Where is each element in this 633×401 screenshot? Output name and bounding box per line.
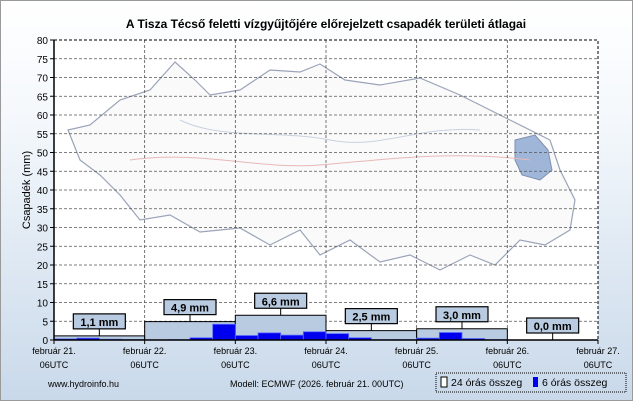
bar-6h <box>302 331 327 341</box>
data-label-box <box>72 313 126 330</box>
y-tick-label: 5 <box>42 317 48 328</box>
x-tick-date: február 26. <box>486 346 530 356</box>
y-tick-label: 75 <box>37 55 49 66</box>
data-label: 4,9 mm <box>171 303 209 315</box>
x-tick-date: február 27. <box>576 346 620 356</box>
y-tick-label: 70 <box>37 74 49 85</box>
y-tick-label: 45 <box>37 167 49 178</box>
y-tick-label: 15 <box>37 280 49 291</box>
x-tick-date: február 24. <box>304 346 348 356</box>
data-label: 0,0 mm <box>534 321 572 333</box>
bar-6h <box>257 332 282 341</box>
data-label: 6,6 mm <box>262 296 300 308</box>
x-tick-date: február 21. <box>32 346 76 356</box>
source-link[interactable]: www.hydroinfo.hu <box>47 379 119 389</box>
x-tick-time: 06UTC <box>221 360 250 370</box>
x-tick-time: 06UTC <box>584 360 613 370</box>
data-label-box <box>344 308 398 325</box>
y-tick-label: 30 <box>37 224 49 235</box>
y-tick-label: 35 <box>37 205 49 216</box>
data-label-box <box>526 317 580 334</box>
x-tick-time: 06UTC <box>312 360 341 370</box>
legend-label-6h: 6 órás összeg <box>542 377 608 389</box>
x-ticks: február 21. 06UTC február 22. 06UTC február … <box>32 340 620 370</box>
x-tick-time: 06UTC <box>130 360 159 370</box>
y-tick-label: 60 <box>37 111 49 122</box>
x-tick-time: 06UTC <box>493 360 522 370</box>
x-tick-time: 06UTC <box>40 360 69 370</box>
y-tick-label: 50 <box>37 149 49 160</box>
legend-label-24h: 24 órás összeg <box>451 377 522 389</box>
data-label: 1,1 mm <box>80 317 118 329</box>
basin-map-background <box>67 61 576 271</box>
y-tick-label: 25 <box>37 242 49 253</box>
legend-swatch-6h <box>533 377 538 387</box>
x-tick-date: február 25. <box>395 346 439 356</box>
x-tick-date: február 23. <box>214 346 258 356</box>
data-labels: 1,1 mm 4,9 mm 6,6 mm 2,5 mm 3,0 mm 0,0 mm <box>72 292 580 340</box>
legend: 24 órás összeg 6 órás összeg <box>435 372 627 393</box>
y-ticks: 0 5 10 15 20 25 30 35 40 45 50 55 60 65 70 75 80 <box>37 36 54 347</box>
y-tick-label: 10 <box>37 299 49 310</box>
x-tick-time: 06UTC <box>402 360 431 370</box>
y-tick-label: 40 <box>37 186 49 197</box>
x-tick-date: február 22. <box>123 346 167 356</box>
model-info: Modell: ECMWF (2026. február 21. 00UTC) <box>230 379 404 389</box>
data-label: 2,5 mm <box>352 312 390 324</box>
y-tick-label: 65 <box>37 92 49 103</box>
bar-6h <box>212 323 236 341</box>
bar-6h <box>325 333 350 341</box>
data-label: 3,0 mm <box>443 310 481 322</box>
y-tick-label: 80 <box>37 36 49 47</box>
chart-title: A Tisza Técső feletti vízgyűjtőjére előr… <box>126 17 526 31</box>
grid-lines <box>54 40 598 340</box>
legend-swatch-24h <box>440 376 448 388</box>
y-tick-label: 55 <box>37 130 49 141</box>
y-tick-label: 0 <box>42 336 48 347</box>
y-tick-label: 20 <box>37 261 49 272</box>
bar-6h <box>438 332 463 341</box>
y-axis-label: Csapadék (mm) <box>21 151 33 229</box>
data-label-box <box>254 292 308 309</box>
data-label-box <box>163 299 217 316</box>
data-label-box <box>435 306 489 323</box>
